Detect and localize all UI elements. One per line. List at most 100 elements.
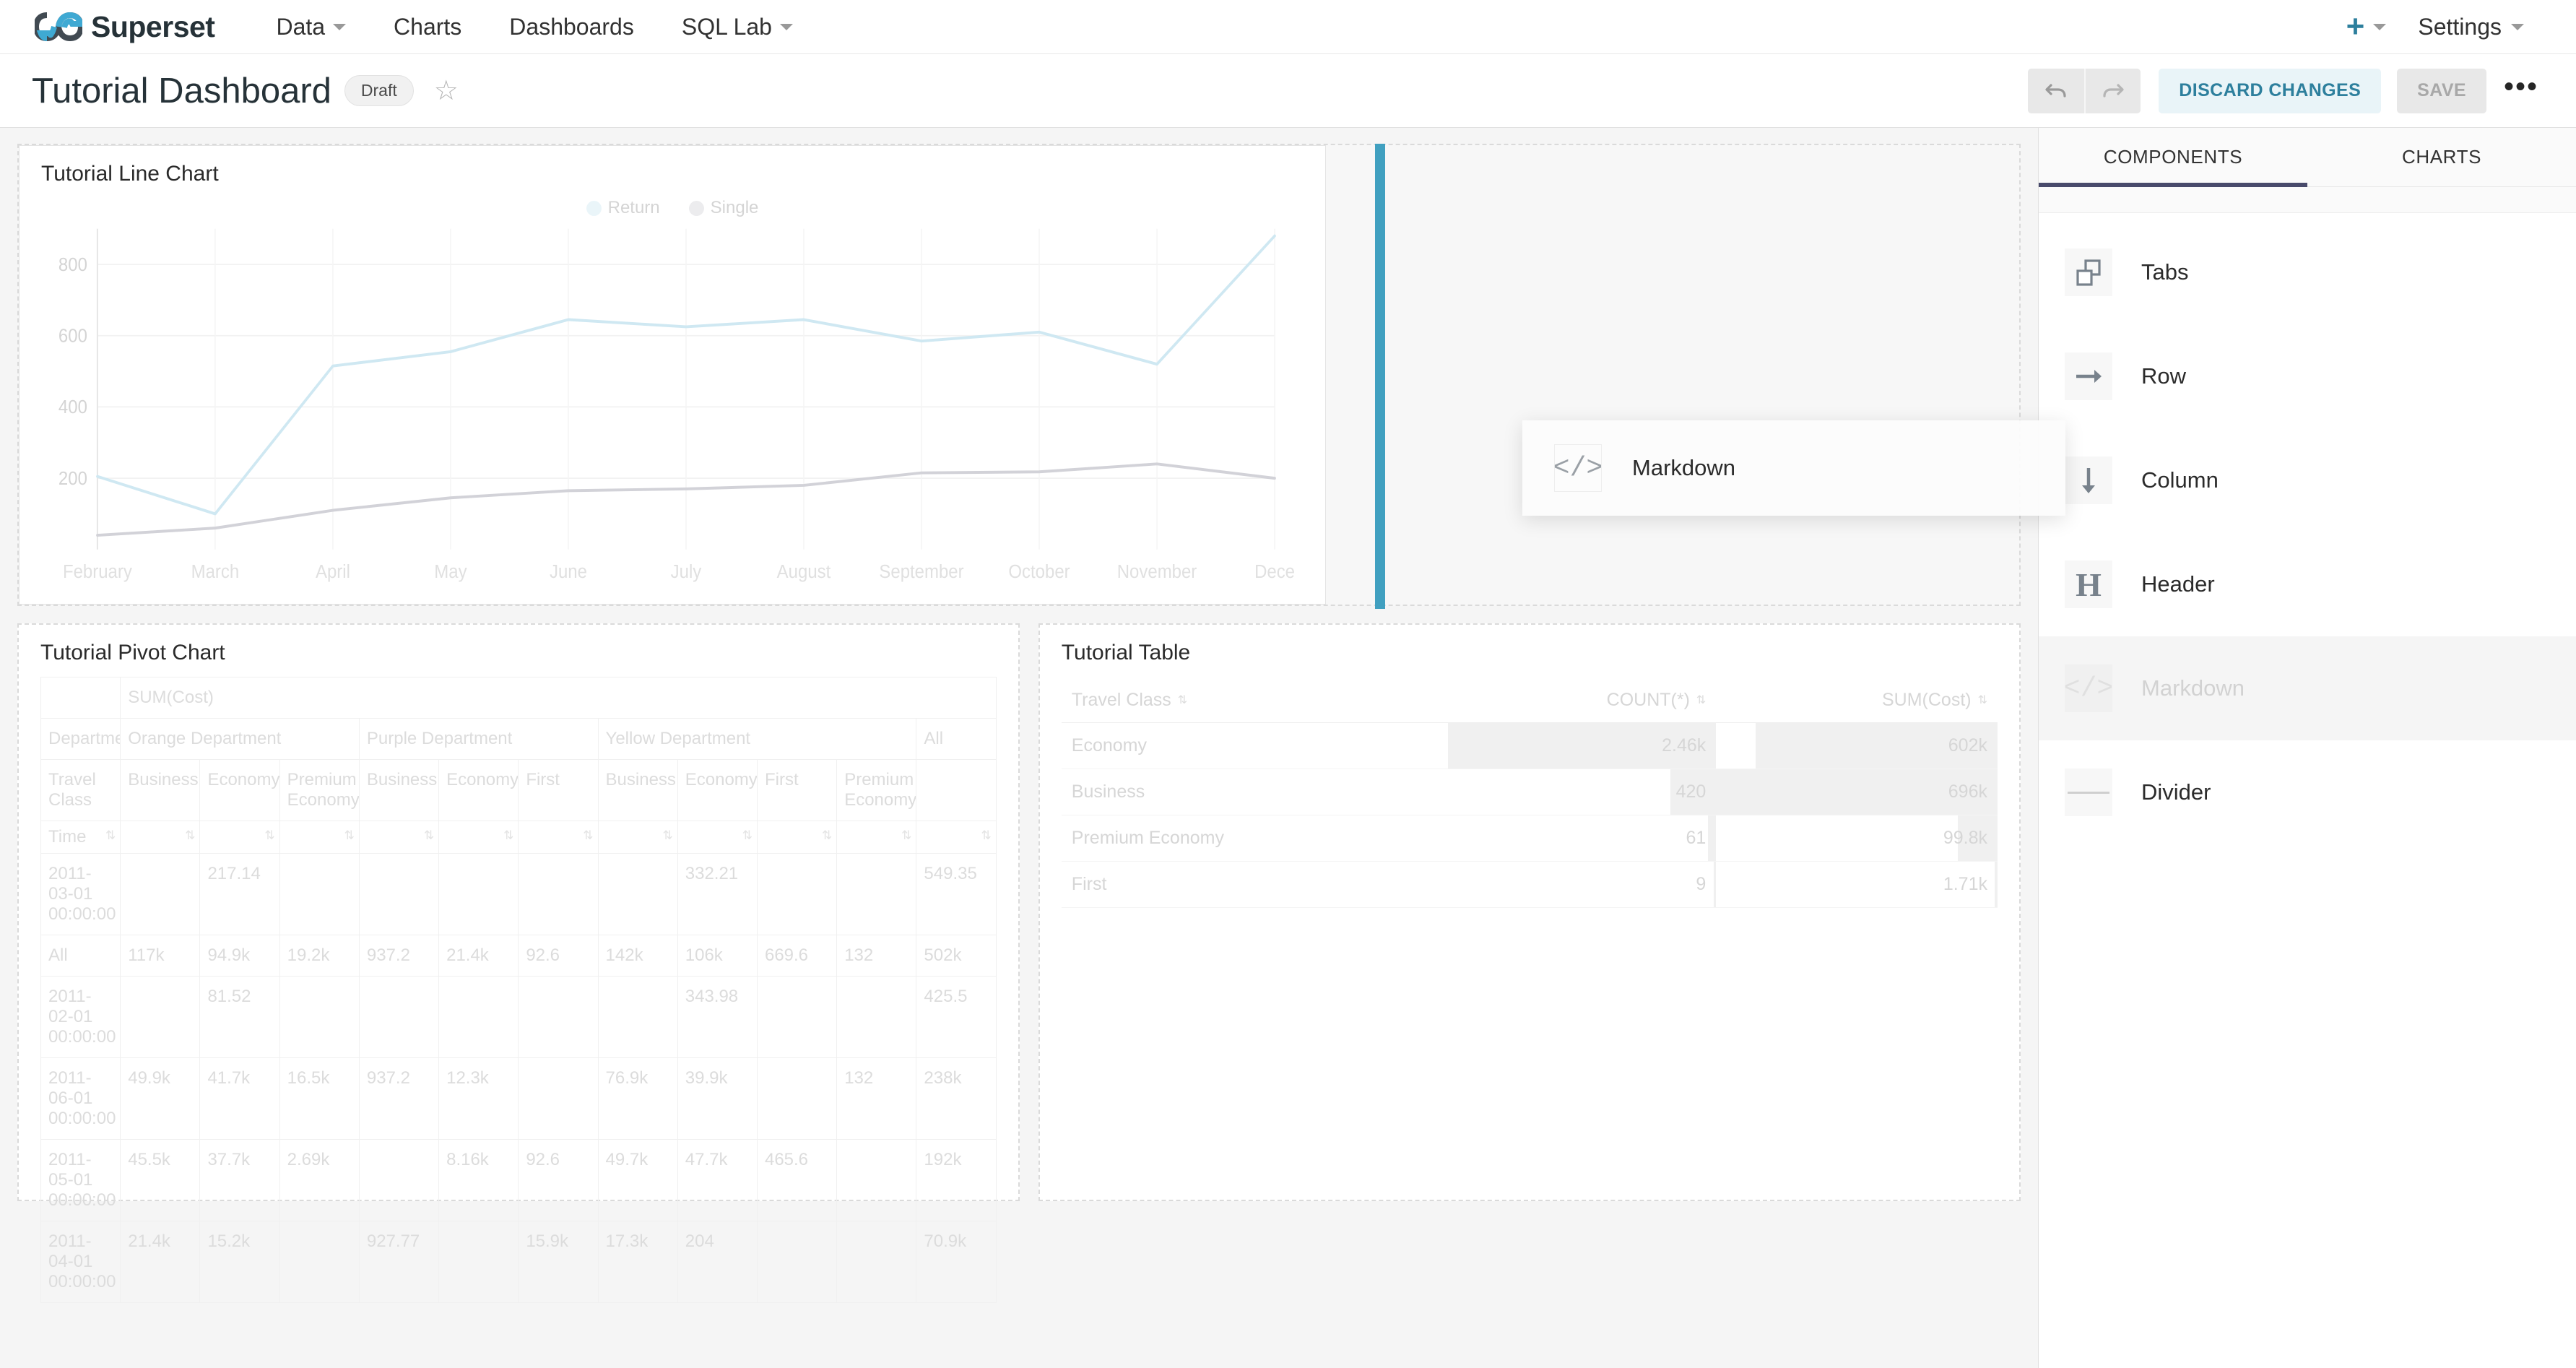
chart-title-table: Tutorial Table	[1061, 641, 1191, 664]
column-arrow-down-icon	[2082, 468, 2095, 493]
nav-link-sql-lab-label: SQL Lab	[681, 13, 772, 40]
sort-toggle-icon[interactable]: ⇅	[981, 828, 992, 842]
table-row: 2011-02-01 00:00:00 81.52 343.98 425.5	[40, 976, 997, 1058]
table-row: 2011-04-01 00:00:00 21.4k 15.2k 927.77 15.9k…	[40, 1221, 997, 1303]
pivot-sort-cell[interactable]: ⇅	[358, 821, 440, 854]
pivot-sort-cell[interactable]: ⇅	[279, 821, 360, 854]
sort-toggle-icon[interactable]: ⇅	[264, 828, 274, 842]
cell-travel-class: Economy	[1061, 722, 1449, 769]
star-outline-icon[interactable]: ☆	[433, 75, 459, 106]
pivot-class-header: First	[518, 759, 599, 821]
sort-toggle-icon[interactable]: ⇅	[662, 828, 673, 842]
more-options-button[interactable]: •••	[2503, 70, 2538, 103]
pivot-cell	[438, 976, 519, 1058]
pivot-cell: 332.21	[677, 853, 758, 935]
cell-count: 2.46k	[1448, 722, 1717, 769]
component-item-column[interactable]: Column	[2039, 428, 2576, 532]
status-badge: Draft	[344, 75, 414, 106]
cell-value: First	[1071, 874, 1107, 894]
chart-card-table[interactable]: Tutorial Table Travel Class ⇅ COUNT(*) ⇅ SUM…	[1038, 623, 2021, 1201]
table-row: 2011-06-01 00:00:00 49.9k 41.7k 16.5k 937.2 1…	[40, 1057, 997, 1140]
discard-changes-button[interactable]: DISCARD CHANGES	[2159, 68, 2382, 113]
legend-item-return[interactable]: Return	[586, 198, 660, 218]
sort-toggle-icon[interactable]: ⇅	[583, 828, 593, 842]
svg-text:February: February	[63, 561, 132, 582]
pivot-sort-cell[interactable]: ⇅	[518, 821, 599, 854]
component-item-header[interactable]: H Header	[2039, 532, 2576, 636]
chart-title-pivot: Tutorial Pivot Chart	[40, 641, 225, 664]
sort-toggle-icon[interactable]: ⇅	[105, 828, 116, 842]
pivot-class-header: Business	[358, 759, 440, 821]
pivot-cell: 45.5k	[120, 1139, 201, 1221]
pivot-cell: 132	[836, 935, 917, 977]
pivot-cell	[279, 1221, 360, 1303]
row-1-empty-slot[interactable]	[1326, 145, 2019, 605]
cell-count: 61	[1448, 815, 1717, 862]
new-item-button[interactable]: +	[2329, 11, 2404, 43]
nav-link-sql-lab[interactable]: SQL Lab	[658, 14, 817, 40]
brand-name: Superset	[91, 9, 215, 43]
chart-card-line[interactable]: Tutorial Line Chart Return Single 200 400…	[19, 145, 1326, 605]
pivot-sort-cell[interactable]: ⇅	[916, 821, 997, 854]
component-item-tabs[interactable]: Tabs	[2039, 220, 2576, 324]
sort-toggle-icon[interactable]: ⇅	[821, 828, 832, 842]
chart-card-pivot[interactable]: Tutorial Pivot Chart SUM(Cost) Departmen…	[17, 623, 1020, 1303]
component-item-row[interactable]: Row	[2039, 324, 2576, 428]
pivot-sort-cell[interactable]: ⇅	[438, 821, 519, 854]
settings-menu-button[interactable]: Settings	[2403, 14, 2538, 40]
undo-button[interactable]	[2028, 68, 2085, 113]
pivot-sort-cell[interactable]: ⇅	[597, 821, 678, 854]
redo-arrow-icon	[2103, 83, 2124, 98]
sort-toggle-icon[interactable]: ⇅	[901, 828, 911, 842]
sort-toggle-icon[interactable]: ⇅	[423, 828, 434, 842]
brand-home-link[interactable]: Superset	[35, 9, 215, 44]
sort-toggle-icon[interactable]: ⇅	[344, 828, 355, 842]
pivot-cell	[756, 1221, 838, 1303]
cell-bar-fill	[1448, 723, 1717, 769]
pivot-row-time: All	[40, 935, 121, 977]
pivot-cell	[756, 976, 838, 1058]
sort-toggle-icon[interactable]: ⇅	[185, 828, 195, 842]
tutorial-table-body: Economy 2.46k 602k Business 420 696k Premium E…	[1061, 722, 1998, 908]
tabs-icon	[2065, 248, 2112, 296]
nav-link-dashboards[interactable]: Dashboards	[485, 14, 658, 40]
sort-toggle-icon[interactable]: ⇅	[1977, 694, 1987, 707]
pivot-time-label[interactable]: Time ⇅	[40, 821, 121, 854]
column-header[interactable]: Travel Class ⇅	[1061, 680, 1449, 723]
pivot-sort-cell[interactable]: ⇅	[120, 821, 201, 854]
cell-bar-fill	[1995, 862, 1998, 907]
panel-subbar	[2039, 187, 2576, 213]
nav-link-charts[interactable]: Charts	[370, 14, 485, 40]
sort-toggle-icon[interactable]: ⇅	[742, 828, 753, 842]
column-header[interactable]: COUNT(*) ⇅	[1448, 680, 1717, 723]
redo-button[interactable]	[2084, 68, 2141, 113]
svg-text:800: 800	[58, 254, 87, 275]
component-item-divider[interactable]: Divider	[2039, 740, 2576, 844]
tab-charts[interactable]: CHARTS	[2401, 146, 2482, 168]
svg-text:May: May	[434, 561, 467, 582]
sort-toggle-icon[interactable]: ⇅	[1177, 694, 1188, 707]
cell-bar-fill	[1958, 815, 1998, 861]
pivot-cell: 15.9k	[518, 1221, 599, 1303]
nav-link-data[interactable]: Data	[252, 14, 370, 40]
svg-text:400: 400	[58, 397, 87, 417]
pivot-sort-cell[interactable]: ⇅	[836, 821, 917, 854]
sort-toggle-icon[interactable]: ⇅	[1696, 694, 1707, 707]
tutorial-table-head: Travel Class ⇅ COUNT(*) ⇅ SUM(Cost) ⇅	[1061, 680, 1998, 723]
component-item-markdown[interactable]: </> Markdown	[2039, 636, 2576, 740]
pivot-sort-cell[interactable]: ⇅	[677, 821, 758, 854]
page-title[interactable]: Tutorial Dashboard	[32, 71, 331, 111]
dashboard-header: Tutorial Dashboard Draft ☆ DISCARD CHANG…	[0, 54, 2576, 128]
markdown-glyph: </>	[1553, 452, 1603, 484]
pivot-cell: 142k	[597, 935, 678, 977]
tab-components[interactable]: COMPONENTS	[2039, 128, 2307, 187]
legend-item-single[interactable]: Single	[688, 198, 758, 218]
pivot-cell: 49.7k	[597, 1139, 678, 1221]
pivot-sort-cell[interactable]: ⇅	[756, 821, 838, 854]
pivot-sort-cell[interactable]: ⇅	[199, 821, 280, 854]
sort-toggle-icon[interactable]: ⇅	[503, 828, 513, 842]
save-button[interactable]: SAVE	[2397, 68, 2486, 113]
header-actions: DISCARD CHANGES SAVE •••	[2028, 68, 2538, 113]
column-header[interactable]: SUM(Cost) ⇅	[1716, 680, 1998, 723]
pivot-cell	[597, 853, 678, 935]
